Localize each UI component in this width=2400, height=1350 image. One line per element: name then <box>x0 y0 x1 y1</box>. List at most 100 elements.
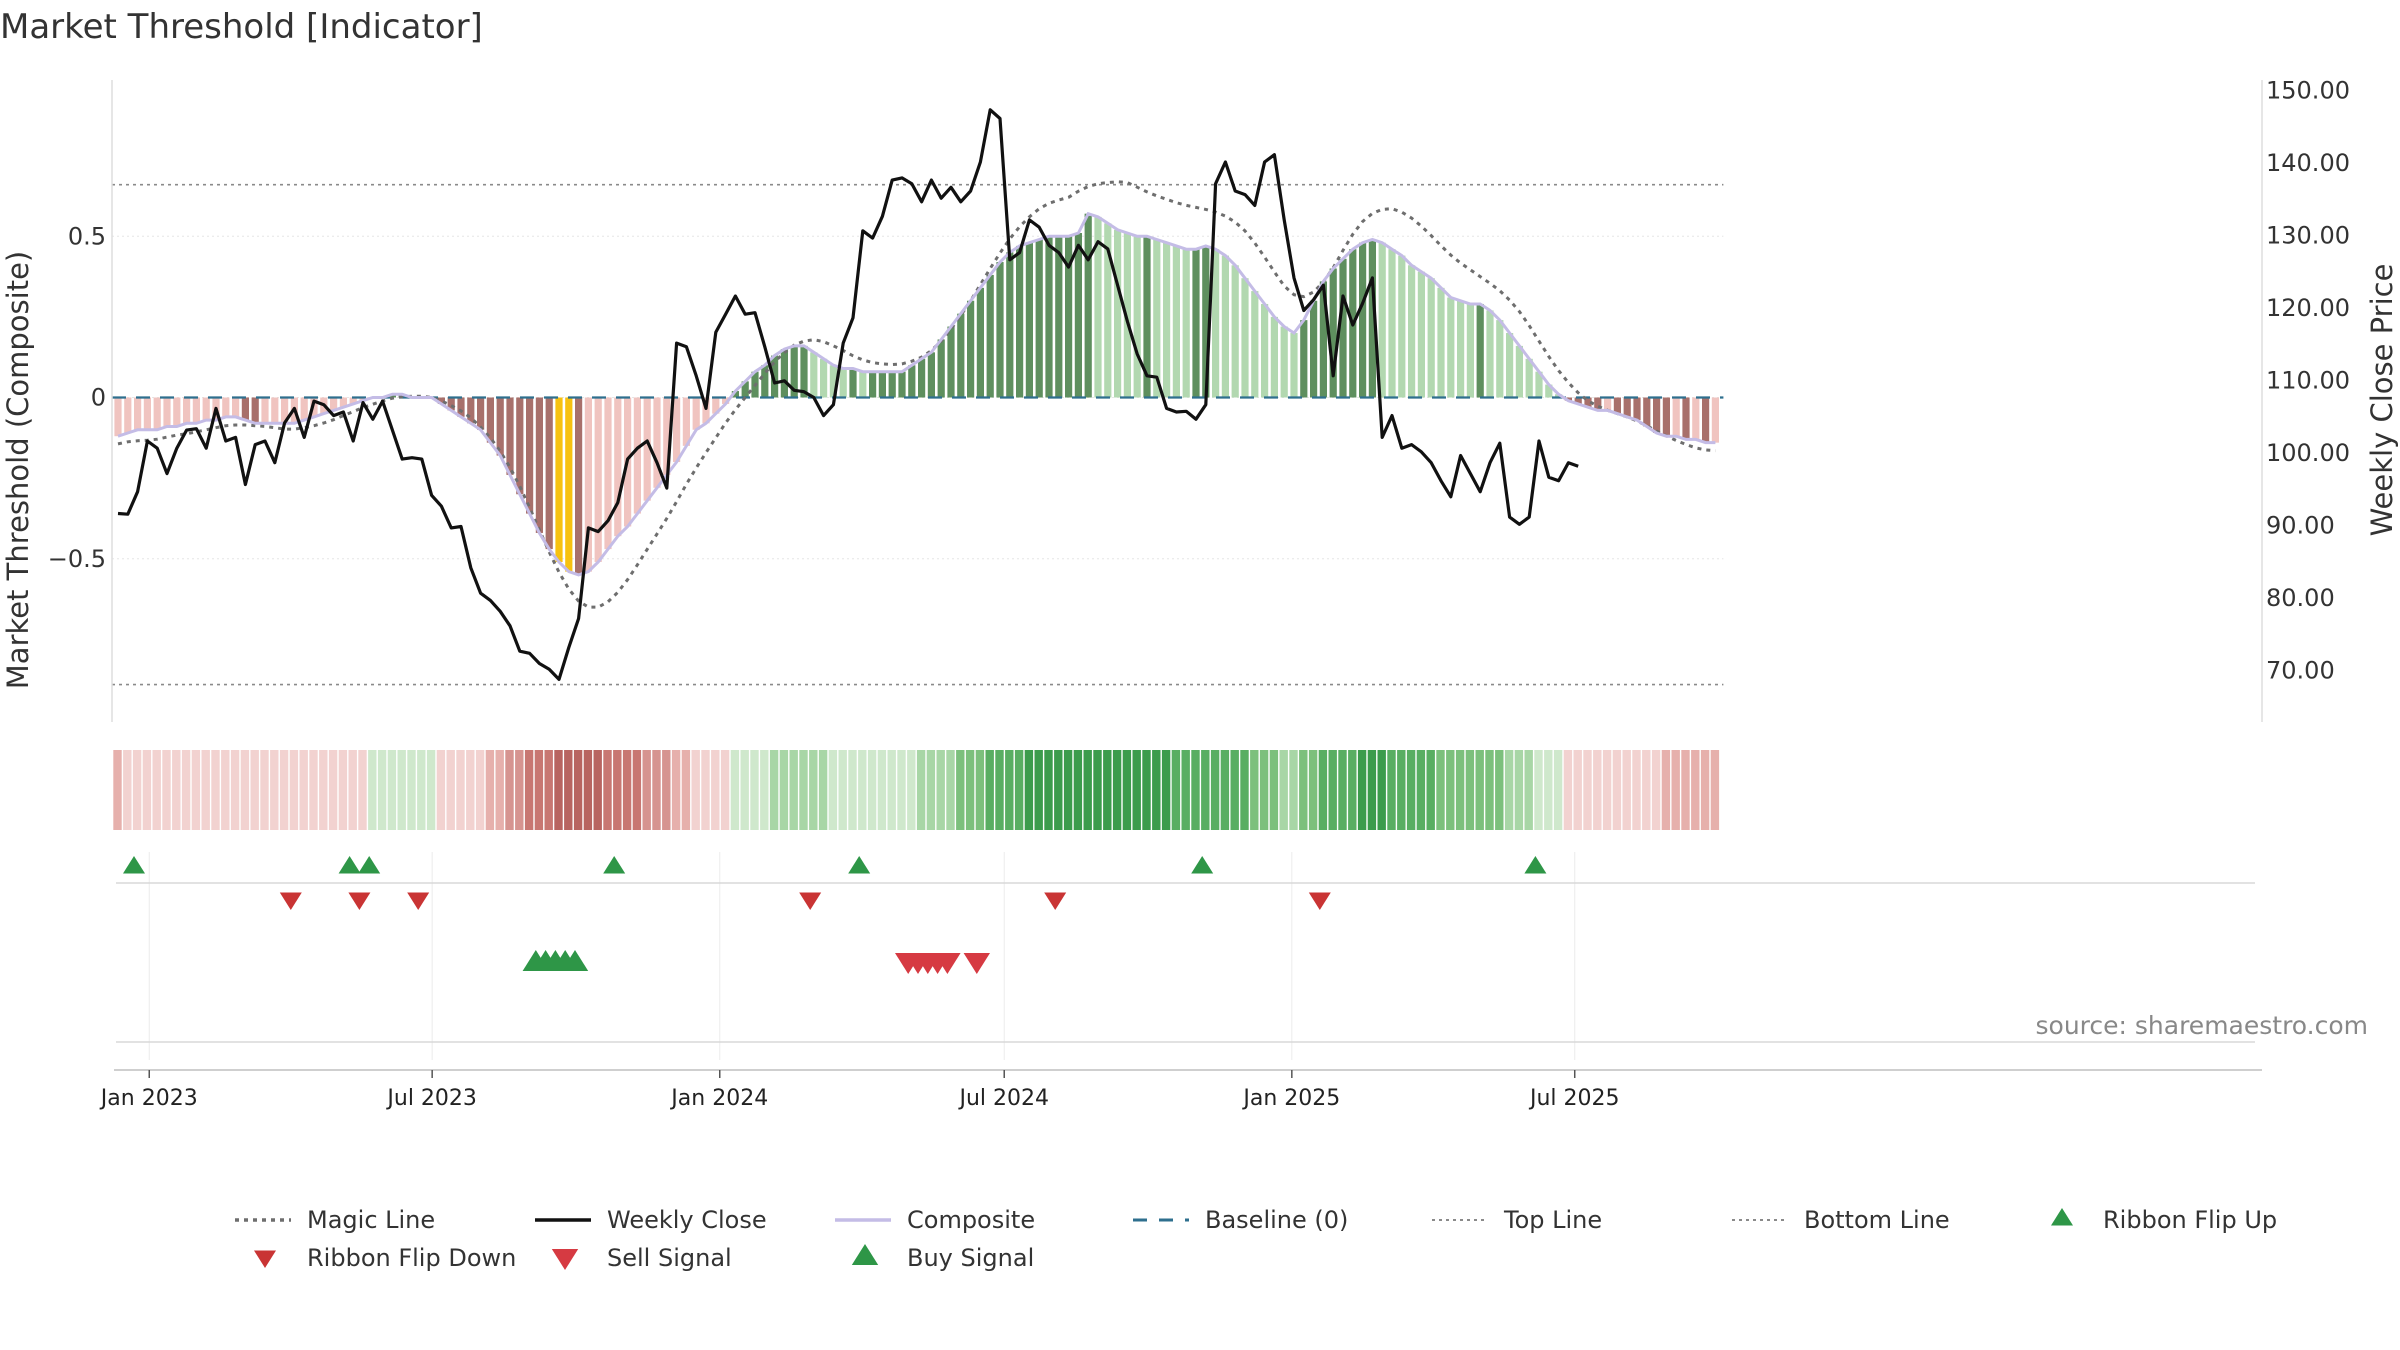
composite-bar-19 <box>300 397 308 421</box>
composite-bar-157 <box>1653 397 1661 433</box>
composite-bar-40 <box>506 397 514 475</box>
composite-bar-155 <box>1633 397 1641 421</box>
ribbon-cell-90 <box>995 750 1004 830</box>
legend: Magic Line Weekly Close Composite Baseline … <box>235 1206 2277 1272</box>
date-tick-label-1: Jul 2023 <box>385 1086 477 1111</box>
legend-item-5: Bottom Line <box>1732 1206 1950 1234</box>
legend-item-6: Ribbon Flip Up <box>2051 1206 2277 1234</box>
composite-bar-102 <box>1114 229 1122 398</box>
date-tick-label-2: Jan 2024 <box>669 1086 768 1111</box>
ribbon-cell-150 <box>1583 750 1592 830</box>
composite-bar-145 <box>1535 371 1543 398</box>
ribbon-cell-96 <box>1054 750 1063 830</box>
ribbon-cell-48 <box>583 750 593 830</box>
ribbon-cell-103 <box>1122 750 1132 830</box>
composite-bar-64 <box>741 381 749 398</box>
composite-bar-83 <box>927 352 935 398</box>
composite-bar-129 <box>1378 242 1386 398</box>
ribbon-cell-60 <box>701 750 710 830</box>
composite-bar-121 <box>1300 320 1308 398</box>
composite-bar-124 <box>1329 268 1337 398</box>
composite-bar-56 <box>663 397 671 475</box>
ribbon-cell-7 <box>181 750 191 830</box>
right-tick-label-3: 120.00 <box>2266 294 2350 322</box>
composite-bar-105 <box>1143 236 1151 398</box>
composite-bar-104 <box>1133 236 1141 398</box>
ribbon-cell-54 <box>642 750 651 830</box>
composite-bar-97 <box>1065 236 1073 398</box>
ribbon-cell-128 <box>1367 750 1377 830</box>
legend-label: Weekly Close <box>607 1206 767 1234</box>
composite-bar-45 <box>555 397 563 562</box>
legend-label: Buy Signal <box>907 1244 1034 1272</box>
composite-bar-8 <box>192 397 200 424</box>
ribbon-cell-61 <box>711 750 720 830</box>
composite-bar-54 <box>643 397 651 501</box>
legend-sample <box>2051 1208 2073 1226</box>
ribbon-cell-104 <box>1132 750 1141 830</box>
ribbon-cell-142 <box>1504 750 1514 830</box>
right-tick-label-0: 150.00 <box>2266 76 2350 104</box>
ribbon-cell-84 <box>936 750 945 830</box>
ribbon-cell-24 <box>348 750 357 830</box>
composite-bar-62 <box>722 397 730 404</box>
composite-bar-85 <box>947 326 955 398</box>
composite-bar-44 <box>545 397 553 550</box>
composite-bar-37 <box>477 397 485 430</box>
composite-bar-60 <box>702 397 710 424</box>
ribbon-flip-up-marker <box>1524 856 1547 874</box>
ribbon-cell-16 <box>270 750 279 830</box>
ribbon-cell-100 <box>1093 750 1102 830</box>
ribbon-cell-120 <box>1289 750 1298 830</box>
composite-bar-110 <box>1192 249 1200 398</box>
composite-bar-25 <box>359 397 367 401</box>
composite-bar-91 <box>1006 252 1014 398</box>
composite-bar-118 <box>1270 316 1278 398</box>
legend-item-9: Buy Signal <box>851 1244 1034 1272</box>
ribbon-cell-70 <box>799 750 808 830</box>
ribbon-cell-141 <box>1495 750 1504 830</box>
composite-bar-146 <box>1545 384 1553 398</box>
ribbon-cell-146 <box>1544 750 1553 830</box>
composite-bar-119 <box>1280 326 1288 398</box>
composite-bar-3 <box>143 397 151 430</box>
ribbon-cell-5 <box>162 750 171 830</box>
composite-bar-48 <box>584 397 592 572</box>
ribbon-cell-57 <box>671 750 681 830</box>
composite-bar-47 <box>575 397 583 575</box>
ribbon-cell-118 <box>1269 750 1279 830</box>
ribbon-cell-67 <box>769 750 779 830</box>
composite-bar-112 <box>1212 249 1220 398</box>
magic-line <box>117 180 1716 609</box>
ribbon-cell-65 <box>750 750 759 830</box>
ribbon-cell-153 <box>1612 750 1622 830</box>
right-axis-label: Weekly Close Price <box>2365 264 2399 537</box>
composite-bar-159 <box>1672 397 1680 437</box>
composite-bar-111 <box>1202 245 1210 398</box>
ribbon-cell-15 <box>260 750 269 830</box>
ribbon-cell-49 <box>593 750 602 830</box>
ribbon-cell-92 <box>1014 750 1024 830</box>
composite-bar-17 <box>281 397 289 424</box>
composite-bar-128 <box>1368 239 1376 398</box>
ribbon-cell-4 <box>152 750 161 830</box>
composite-bar-68 <box>780 349 788 398</box>
ribbon-cell-55 <box>652 750 661 830</box>
ribbon-cell-2 <box>132 750 142 830</box>
ribbon-cell-76 <box>858 750 867 830</box>
composite-bar-33 <box>437 397 445 404</box>
composite-bar-1 <box>124 397 132 433</box>
ribbon-cell-145 <box>1534 750 1543 830</box>
legend-label: Ribbon Flip Down <box>307 1244 516 1272</box>
composite-bar-134 <box>1427 278 1435 398</box>
right-tick-label-8: 70.00 <box>2266 656 2335 684</box>
composite-bar-120 <box>1290 333 1298 398</box>
composite-bar-2 <box>134 397 142 430</box>
weekly-close-line <box>117 108 1579 681</box>
composite-bar-142 <box>1506 333 1514 398</box>
ribbon-cell-31 <box>417 750 426 830</box>
ribbon-cell-121 <box>1299 750 1308 830</box>
ribbon-cell-64 <box>740 750 749 830</box>
ribbon-cell-30 <box>407 750 416 830</box>
